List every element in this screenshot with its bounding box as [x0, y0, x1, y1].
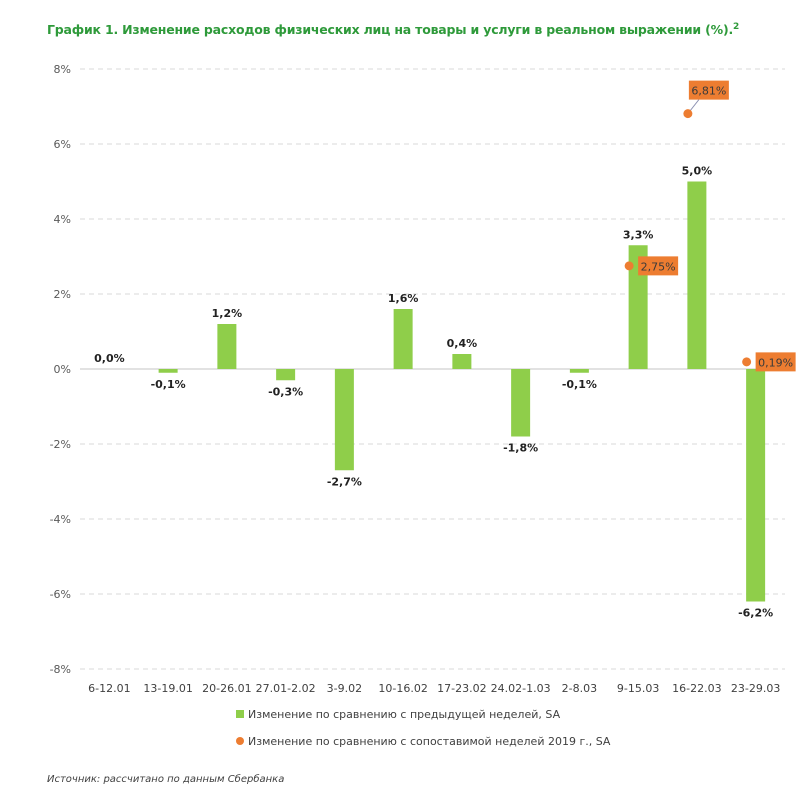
y-tick-label: -6% [50, 588, 71, 601]
x-tick-label: 17-23.02 [437, 682, 486, 695]
x-tick-label: 27.01-2.02 [256, 682, 316, 695]
legend-item-points: Изменение по сравнению с сопоставимой не… [236, 735, 610, 748]
point-series: 2,75% 6,81% 0,19% [624, 80, 796, 372]
source-note: Источник: рассчитано по данным Сбербанка [47, 774, 285, 785]
point-label-box [638, 256, 679, 276]
bar [334, 369, 354, 471]
bar [687, 181, 707, 369]
point-data-label: 2,75% [641, 260, 676, 273]
y-tick-label: -8% [50, 663, 71, 676]
bar-data-label: 5,0% [682, 165, 713, 178]
x-tick-label: 9-15.03 [617, 682, 659, 695]
bar [217, 324, 237, 369]
data-point [683, 109, 693, 119]
point-data-label: 0,19% [758, 356, 793, 369]
legend-swatch-orange-dot [236, 737, 244, 745]
bar-data-label: 3,3% [623, 228, 654, 241]
bar-data-label: -2,7% [327, 475, 362, 488]
x-tick-label: 10-16.02 [378, 682, 427, 695]
bar-data-label: -0,1% [151, 378, 186, 391]
x-tick-label: 13-19.01 [143, 682, 192, 695]
bar [276, 369, 296, 381]
bar-series: 0,0% -0,1% 1,2% -0,3% -2,7% 1,6% 0,4% -1,8% -0,1… [94, 165, 773, 620]
data-point [742, 357, 752, 367]
bar-data-label: -0,1% [562, 378, 597, 391]
bar [511, 369, 531, 437]
legend-swatch-green-square [236, 710, 244, 718]
bar [628, 245, 648, 369]
bar-data-label: -0,3% [268, 385, 303, 398]
chart-title: График 1. Изменение расходов физических … [47, 22, 739, 37]
bar [158, 369, 178, 373]
point-label-box [755, 352, 796, 372]
gridlines [80, 68, 785, 670]
bar-data-label: -6,2% [738, 607, 773, 620]
legend-item-bars: Изменение по сравнению с предыдущей неде… [236, 708, 560, 721]
chart-title-text: График 1. Изменение расходов физических … [47, 22, 734, 38]
x-tick-label: 23-29.03 [731, 682, 780, 695]
y-tick-label: 8% [54, 63, 71, 76]
point-label-box [688, 80, 729, 100]
y-axis: 8% 6% 4% 2% 0% -2% -4% -6% -8% [50, 63, 71, 676]
y-tick-label: 2% [54, 288, 71, 301]
x-tick-label: 24.02-1.03 [491, 682, 551, 695]
bar-data-label: 0,0% [94, 352, 125, 365]
x-tick-label: 2-8.03 [562, 682, 597, 695]
bar [569, 369, 589, 373]
y-tick-label: -2% [50, 438, 71, 451]
bar [452, 354, 472, 369]
x-tick-label: 3-9.02 [327, 682, 362, 695]
bar [393, 309, 413, 369]
bar-data-label: 1,6% [388, 292, 419, 305]
x-tick-label: 16-22.03 [672, 682, 721, 695]
legend-label: Изменение по сравнению с сопоставимой не… [248, 735, 611, 748]
y-tick-label: 0% [54, 363, 71, 376]
legend-label: Изменение по сравнению с предыдущей неде… [248, 708, 561, 721]
x-tick-label: 6-12.01 [88, 682, 130, 695]
point-data-label: 6,81% [691, 85, 726, 98]
title-footnote: 2 [733, 22, 740, 32]
bar-data-label: -1,8% [503, 442, 538, 455]
x-axis: 6-12.01 13-19.01 20-26.01 27.01-2.02 3-9.02 1… [88, 682, 780, 695]
y-tick-label: 6% [54, 138, 71, 151]
bar [746, 369, 766, 602]
bar-data-label: 1,2% [212, 307, 243, 320]
data-point [624, 261, 634, 271]
x-tick-label: 20-26.01 [202, 682, 251, 695]
y-tick-label: 4% [54, 213, 71, 226]
bar-data-label: 0,4% [447, 337, 478, 350]
y-tick-label: -4% [50, 513, 71, 526]
